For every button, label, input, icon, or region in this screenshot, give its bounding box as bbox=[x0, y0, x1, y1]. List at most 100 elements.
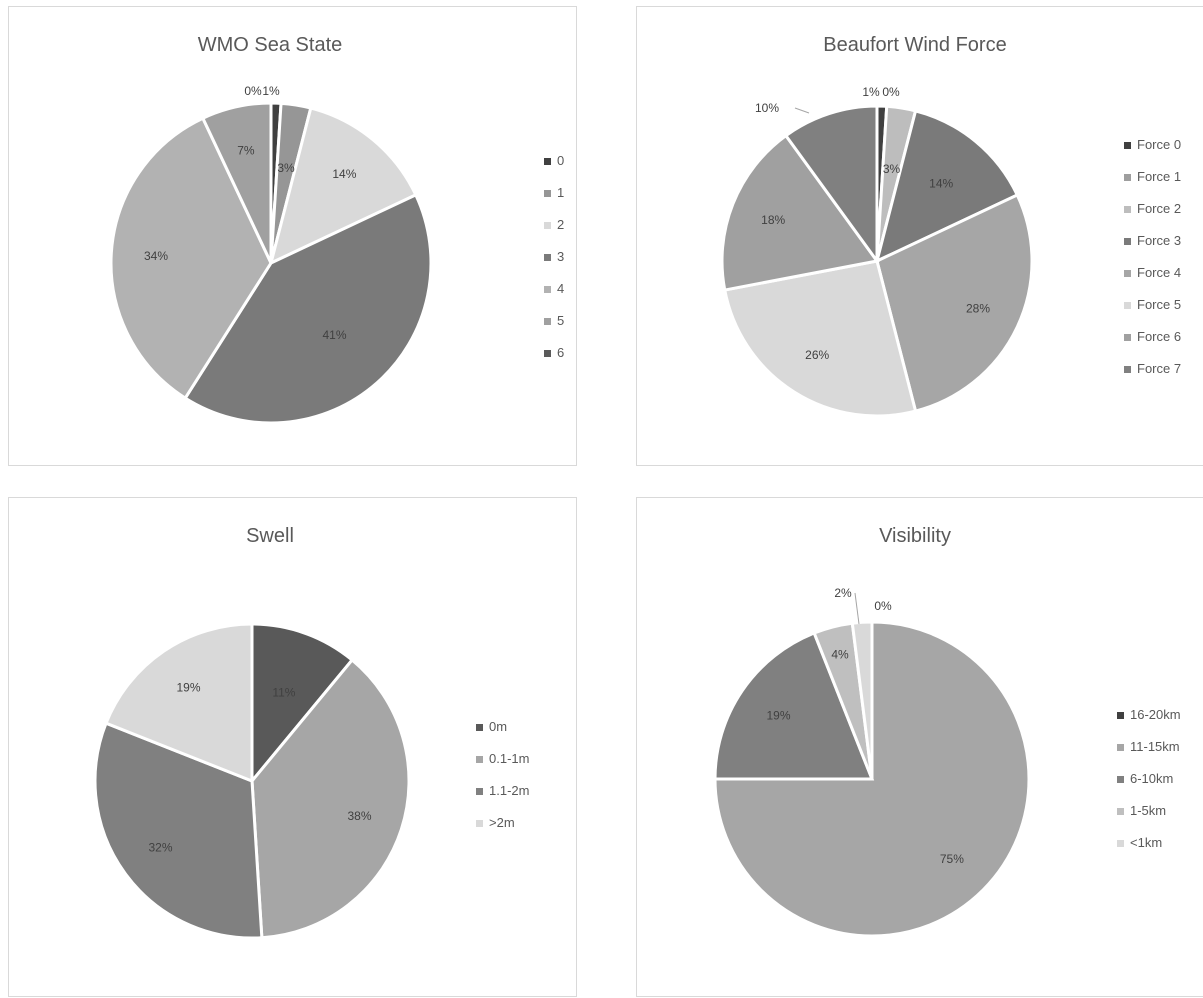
data-label: 0% bbox=[874, 599, 892, 613]
data-label: 3% bbox=[883, 162, 901, 176]
pie-slice bbox=[783, 104, 879, 266]
pie-slice bbox=[250, 622, 355, 786]
data-label: 19% bbox=[176, 681, 200, 695]
data-label: 34% bbox=[144, 249, 168, 263]
legend-label: 6-10km bbox=[1130, 771, 1173, 786]
legend-swatch bbox=[1117, 712, 1124, 719]
legend-label: 11-15km bbox=[1130, 739, 1180, 754]
legend: 16-20km 11-15km 6-10km 1-5km <1km bbox=[1117, 707, 1181, 850]
chart-title: Beaufort Wind Force bbox=[823, 34, 1006, 56]
legend-swatch bbox=[544, 158, 551, 165]
legend-swatch bbox=[1117, 744, 1124, 751]
data-label: 75% bbox=[940, 852, 964, 866]
pie-slice bbox=[200, 101, 273, 264]
legend-label: >2m bbox=[489, 815, 515, 830]
legend-label: 1.1-2m bbox=[489, 783, 529, 798]
pie-slice bbox=[104, 622, 254, 784]
pie-slice bbox=[874, 109, 1020, 264]
pie-slices bbox=[720, 104, 1034, 418]
chart-title: Swell bbox=[246, 525, 294, 547]
legend-swatch bbox=[1124, 334, 1131, 341]
data-labels: 1% 0% 3% 14% 28% 26% 18% 10% bbox=[755, 85, 990, 362]
legend-swatch bbox=[544, 286, 551, 293]
legend-label: Force 1 bbox=[1137, 169, 1181, 184]
data-label: 4% bbox=[831, 647, 849, 661]
data-labels: 11% 38% 32% 19% bbox=[148, 681, 371, 855]
legend-swatch bbox=[1117, 840, 1124, 847]
chart-panel-beaufort-wind-force: Beaufort Wind Force 1% 0% 3% 14% 28% 26% 18% 10… bbox=[636, 6, 1203, 466]
data-label: 2% bbox=[834, 586, 852, 600]
legend-label: 3 bbox=[557, 249, 564, 264]
pie-slice bbox=[268, 106, 418, 266]
data-labels: 1% 3% 14% 41% 34% 7% 0% bbox=[144, 84, 357, 342]
legend-label: <1km bbox=[1130, 835, 1162, 850]
data-label: 0% bbox=[882, 85, 900, 99]
legend-label: Force 5 bbox=[1137, 297, 1181, 312]
legend-label: 0.1-1m bbox=[489, 751, 529, 766]
pie-slices bbox=[93, 622, 411, 940]
legend-swatch bbox=[544, 254, 551, 261]
legend-label: 6 bbox=[557, 345, 564, 360]
legend-label: Force 6 bbox=[1137, 329, 1181, 344]
pie-slice bbox=[850, 620, 874, 780]
pie-slices bbox=[109, 101, 433, 425]
legend-swatch bbox=[1124, 174, 1131, 181]
legend-label: Force 3 bbox=[1137, 233, 1181, 248]
data-label: 10% bbox=[755, 101, 779, 115]
legend-swatch bbox=[1124, 302, 1131, 309]
chart-title: Visibility bbox=[879, 525, 951, 547]
legend-label: Force 0 bbox=[1137, 137, 1181, 152]
legend-swatch bbox=[1124, 238, 1131, 245]
data-label: 0% bbox=[244, 84, 262, 98]
data-label: 1% bbox=[862, 85, 880, 99]
pie-slice bbox=[875, 193, 1034, 413]
legend-label: 16-20km bbox=[1130, 707, 1181, 722]
legend-swatch bbox=[544, 318, 551, 325]
leader-line bbox=[794, 107, 810, 114]
legend-label: 5 bbox=[557, 313, 564, 328]
legend: 0m 0.1-1m 1.1-2m >2m bbox=[476, 719, 529, 830]
pie-chart-beaufort-wind-force: Beaufort Wind Force 1% 0% 3% 14% 28% 26% 18% 10… bbox=[720, 34, 1181, 418]
data-label: 18% bbox=[761, 213, 785, 227]
legend-swatch bbox=[1124, 366, 1131, 373]
legend-swatch bbox=[544, 222, 551, 229]
pie-chart-wmo-sea-state: WMO Sea State 1% 3% 14% 41% 34% 7% 0% 0 1 2 3 4 5 6 bbox=[109, 34, 564, 425]
pie-slices bbox=[713, 620, 1031, 938]
pie-slice bbox=[713, 631, 875, 781]
data-label: 28% bbox=[966, 302, 990, 316]
data-label: 19% bbox=[766, 709, 790, 723]
pie-slice bbox=[720, 133, 880, 292]
legend: 0 1 2 3 4 5 6 bbox=[544, 153, 564, 360]
legend-label: 4 bbox=[557, 281, 564, 296]
legend-label: 0m bbox=[489, 719, 507, 734]
pie-slice bbox=[722, 259, 918, 418]
legend-swatch bbox=[544, 190, 551, 197]
chart-panel-wmo-sea-state: WMO Sea State 1% 3% 14% 41% 34% 7% 0% 0 1 2 3 4 5 6 bbox=[8, 6, 577, 466]
pie-chart-swell: Swell 11% 38% 32% 19% 0m 0.1-1m 1.1-2m >2m bbox=[93, 525, 529, 940]
data-label: 14% bbox=[929, 176, 953, 190]
data-label: 41% bbox=[322, 328, 346, 342]
chart-panel-swell: Swell 11% 38% 32% 19% 0m 0.1-1m 1.1-2m >2m bbox=[8, 497, 577, 997]
pie-slice bbox=[713, 620, 1031, 938]
pie-chart-visibility: Visibility 0% 75% 19% 4% 2% 16-20km 11-15km 6-1… bbox=[713, 525, 1181, 938]
legend-swatch bbox=[544, 350, 551, 357]
legend-swatch bbox=[476, 820, 483, 827]
chart-panel-visibility: Visibility 0% 75% 19% 4% 2% 16-20km 11-15km 6-1… bbox=[636, 497, 1203, 997]
legend-swatch bbox=[1117, 808, 1124, 815]
data-label: 3% bbox=[277, 161, 295, 175]
legend-swatch bbox=[476, 724, 483, 731]
legend-label: Force 4 bbox=[1137, 265, 1181, 280]
pie-slice bbox=[93, 721, 264, 940]
pie-slice bbox=[183, 192, 433, 425]
legend-swatch bbox=[1124, 270, 1131, 277]
legend-swatch bbox=[476, 788, 483, 795]
legend-swatch bbox=[1117, 776, 1124, 783]
legend-swatch bbox=[476, 756, 483, 763]
legend-swatch bbox=[1124, 206, 1131, 213]
legend-label: 0 bbox=[557, 153, 564, 168]
data-labels: 0% 75% 19% 4% 2% bbox=[766, 586, 964, 866]
data-label: 32% bbox=[148, 840, 172, 854]
pie-slice bbox=[109, 116, 273, 401]
leader-line bbox=[854, 592, 860, 625]
pie-slice bbox=[250, 657, 411, 940]
